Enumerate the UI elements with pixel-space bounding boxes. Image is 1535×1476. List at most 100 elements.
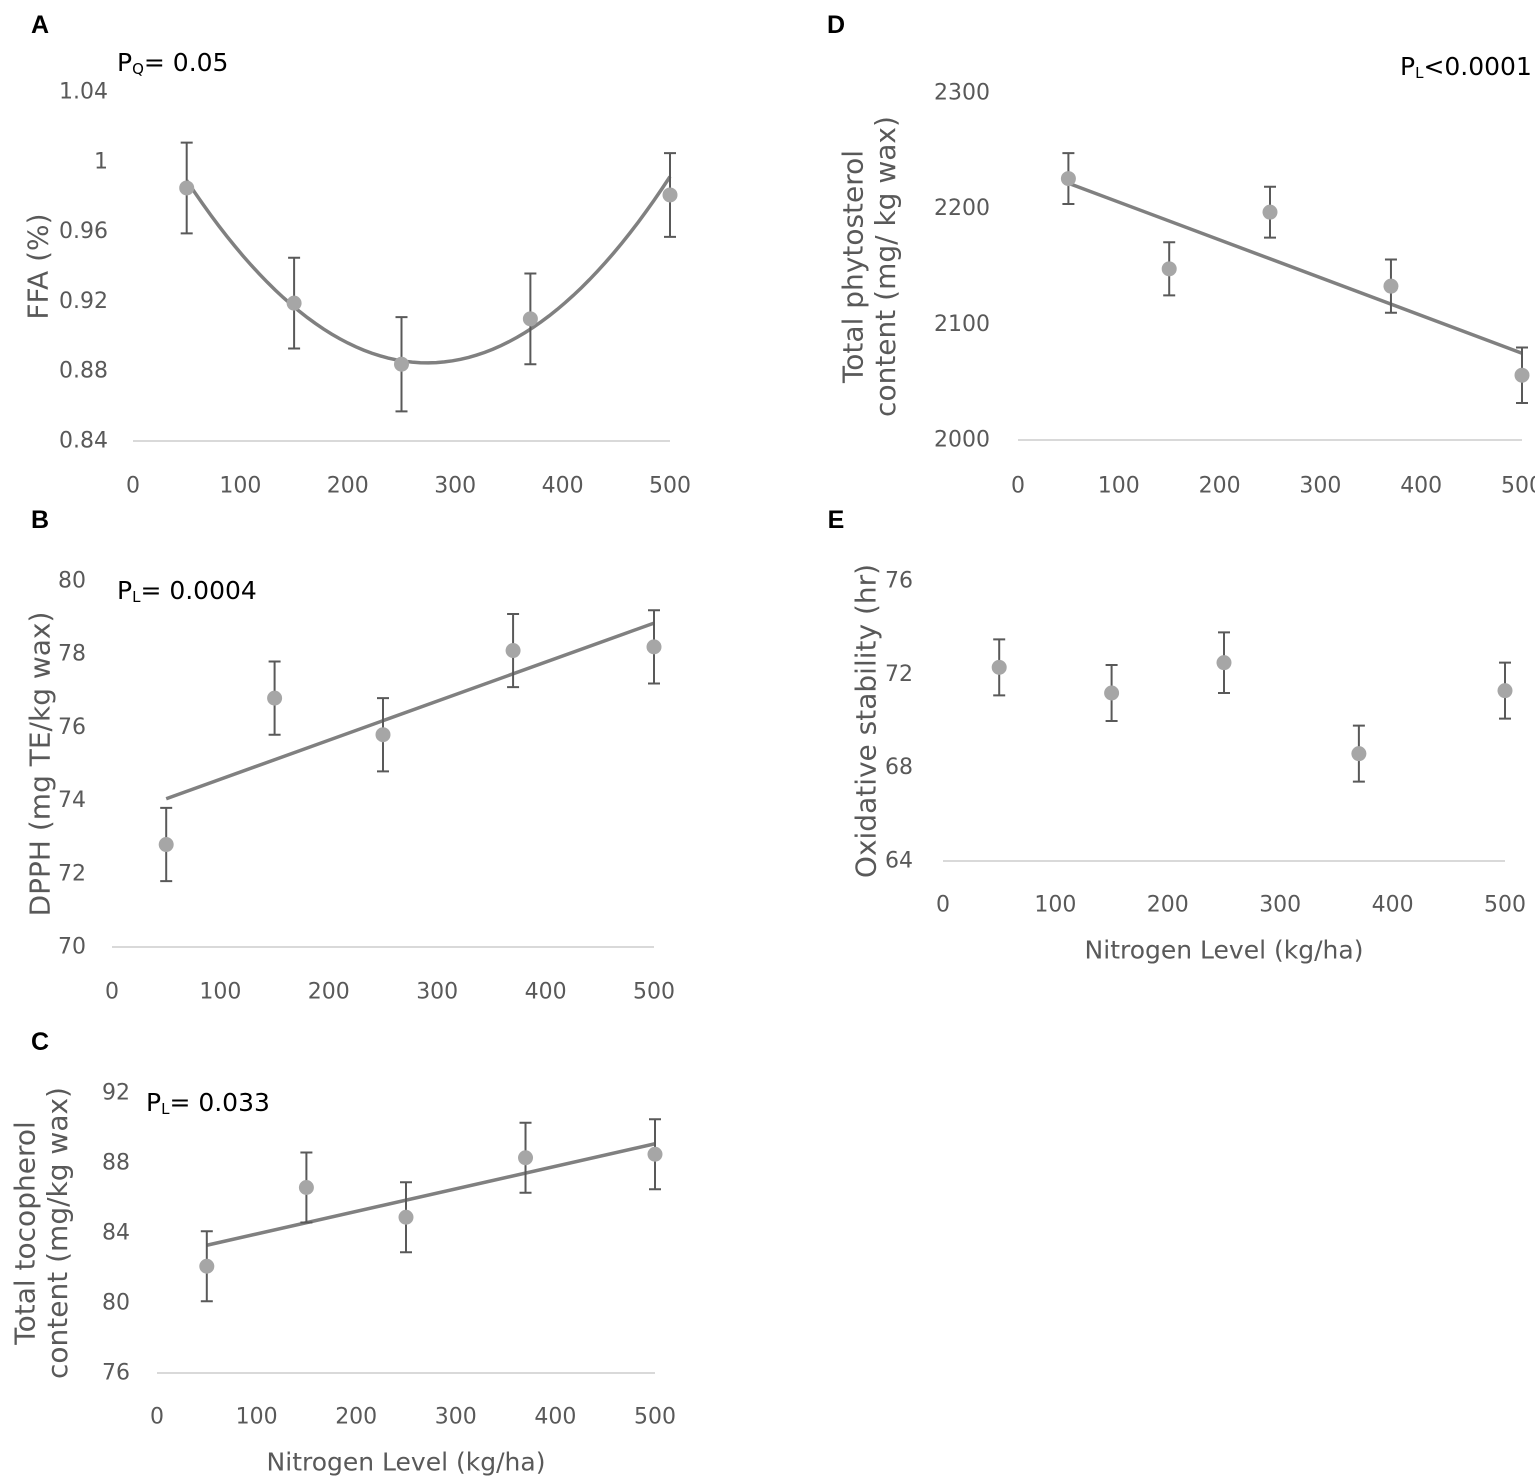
data-point — [647, 1146, 663, 1162]
y-tick-label: 2100 — [934, 312, 990, 337]
y-tick-label: 76 — [102, 1361, 130, 1386]
x-tick-label: 300 — [416, 980, 458, 1005]
y-tick-label: 68 — [885, 755, 913, 780]
p-value-label: PL= 0.033 — [146, 1088, 270, 1119]
data-point — [505, 643, 521, 659]
x-tick-label: 400 — [542, 474, 584, 499]
x-tick-label: 100 — [1034, 893, 1076, 918]
x-axis-title: Nitrogen Level (kg/ha) — [1085, 936, 1364, 965]
y-tick-label: 92 — [102, 1081, 130, 1106]
data-point — [179, 180, 195, 196]
data-point — [518, 1150, 534, 1166]
x-tick-label: 500 — [1484, 893, 1526, 918]
y-tick-label: 0.88 — [59, 359, 108, 384]
panel-c: C 0 100 200 300 400 500 76 80 84 88 92 Total tocophe… — [9, 1028, 676, 1476]
y-tick-label: 76 — [58, 715, 86, 740]
x-tick-label: 100 — [236, 1405, 278, 1430]
panel-d: D 0 100 200 300 400 500 2000 2100 2200 2300 Total p… — [827, 11, 1535, 499]
y-tick-label: 2300 — [934, 81, 990, 106]
y-tick-label: 80 — [102, 1291, 130, 1316]
x-tick-label: 0 — [150, 1405, 164, 1430]
data-point — [1497, 683, 1513, 699]
x-tick-label: 0 — [105, 980, 119, 1005]
data-point — [991, 659, 1007, 675]
y-tick-label: 76 — [885, 569, 913, 594]
y-axis-title: Total phytosterolcontent (mg/ kg wax) — [837, 116, 902, 417]
y-tick-label: 84 — [102, 1221, 130, 1246]
y-tick-label: 2200 — [934, 196, 990, 221]
data-point — [662, 187, 678, 203]
data-point — [298, 1180, 314, 1195]
panel-a: A 0 100 200 300 400 500 0.84 0.88 0.92 0.96 1 1.04 FF… — [22, 11, 692, 499]
data-point — [1161, 261, 1177, 277]
trend-line — [1067, 181, 1523, 355]
x-tick-label: 100 — [199, 980, 241, 1005]
y-tick-label: 1 — [94, 149, 108, 174]
x-tick-label: 300 — [1299, 474, 1341, 499]
trend-line — [206, 1142, 656, 1247]
x-tick-label: 200 — [327, 474, 369, 499]
x-tick-label: 200 — [1199, 474, 1241, 499]
y-tick-label: 64 — [885, 849, 913, 874]
data-point — [1060, 171, 1076, 187]
x-tick-label: 500 — [634, 1405, 676, 1430]
data-point — [199, 1258, 215, 1274]
data-point — [1262, 204, 1278, 220]
x-tick-label: 300 — [1259, 893, 1301, 918]
panel-label-e: E — [828, 506, 845, 534]
y-tick-label: 72 — [885, 662, 913, 687]
y-axis-title: Total tocopherolcontent (mg/kg wax) — [9, 1087, 74, 1379]
data-point — [1104, 685, 1120, 701]
x-tick-label: 0 — [936, 893, 950, 918]
y-tick-label: 0.92 — [59, 289, 108, 314]
trend-line — [165, 621, 655, 801]
data-point — [1351, 746, 1367, 762]
y-tick-label: 0.84 — [59, 429, 108, 454]
y-tick-label: 1.04 — [59, 80, 108, 105]
x-tick-label: 100 — [1098, 474, 1140, 499]
x-tick-label: 400 — [1372, 893, 1414, 918]
data-point — [158, 837, 174, 853]
data-point — [646, 639, 662, 655]
x-tick-label: 0 — [1011, 474, 1025, 499]
data-point — [1383, 278, 1399, 294]
x-tick-label: 400 — [1400, 474, 1442, 499]
y-axis-title: Oxidative stability (hr) — [850, 564, 883, 878]
x-tick-label: 500 — [649, 474, 691, 499]
y-axis-title: DPPH (mg TE/kg wax) — [24, 612, 57, 917]
x-tick-label: 300 — [434, 474, 476, 499]
x-tick-label: 500 — [633, 980, 675, 1005]
p-value-label: PL= 0.0004 — [117, 576, 257, 607]
data-point — [522, 311, 538, 327]
data-point — [398, 1209, 414, 1225]
data-point — [375, 727, 391, 743]
data-point — [1216, 655, 1232, 671]
y-tick-label: 70 — [58, 935, 86, 960]
x-tick-label: 300 — [435, 1405, 477, 1430]
panel-label-d: D — [827, 11, 845, 39]
y-tick-label: 72 — [58, 861, 86, 886]
x-tick-label: 200 — [335, 1405, 377, 1430]
y-tick-label: 0.96 — [59, 219, 108, 244]
y-tick-label: 2000 — [934, 428, 990, 453]
y-axis-title: FFA (%) — [22, 213, 55, 319]
data-point — [286, 295, 302, 311]
p-value-label: PL<0.0001 — [1400, 52, 1532, 83]
x-tick-label: 0 — [126, 474, 140, 499]
y-tick-label: 88 — [102, 1151, 130, 1176]
x-axis-title: Nitrogen Level (kg/ha) — [267, 1448, 546, 1476]
x-tick-label: 200 — [1147, 893, 1189, 918]
data-point — [267, 690, 283, 706]
x-tick-label: 400 — [525, 980, 567, 1005]
p-value-label: PQ= 0.05 — [117, 48, 228, 79]
x-tick-label: 200 — [308, 980, 350, 1005]
x-tick-label: 500 — [1501, 474, 1535, 499]
trend-line — [185, 175, 672, 365]
data-point — [394, 356, 409, 372]
panel-label-b: B — [31, 506, 49, 534]
x-tick-label: 400 — [534, 1405, 576, 1430]
panel-label-c: C — [31, 1028, 49, 1056]
